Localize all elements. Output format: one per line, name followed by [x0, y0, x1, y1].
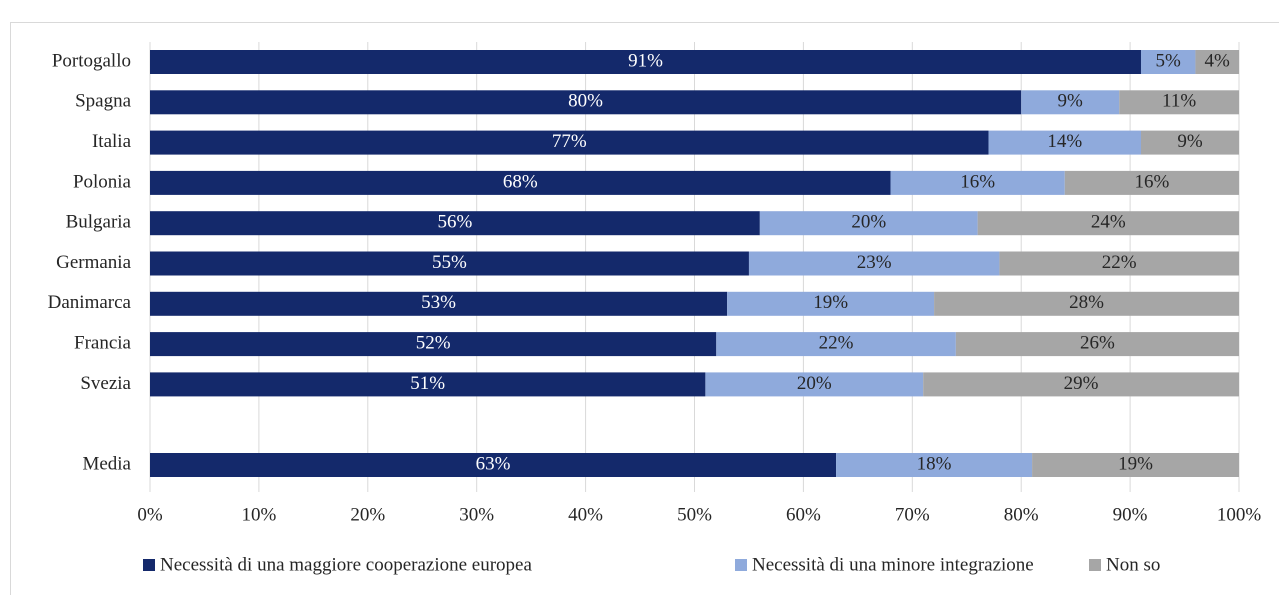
- value-label: 11%: [1162, 91, 1196, 112]
- value-label: 16%: [1134, 171, 1169, 192]
- value-label: 63%: [476, 453, 511, 474]
- value-label: 5%: [1156, 50, 1182, 71]
- value-label: 9%: [1058, 91, 1084, 112]
- value-label: 26%: [1080, 332, 1115, 353]
- x-tick-label: 70%: [895, 504, 930, 525]
- value-label: 4%: [1205, 50, 1231, 71]
- legend-label: Necessità di una minore integrazione: [752, 554, 1034, 575]
- value-label: 53%: [421, 292, 456, 313]
- value-label: 22%: [819, 332, 854, 353]
- value-label: 24%: [1091, 212, 1126, 233]
- x-tick-label: 60%: [786, 504, 821, 525]
- value-label: 28%: [1069, 292, 1104, 313]
- value-label: 29%: [1064, 373, 1099, 394]
- x-tick-label: 40%: [568, 504, 603, 525]
- y-tick-label: Germania: [56, 252, 131, 273]
- value-label: 22%: [1102, 252, 1137, 273]
- x-tick-label: 80%: [1004, 504, 1039, 525]
- x-tick-label: 30%: [459, 504, 494, 525]
- y-tick-label: Francia: [74, 332, 132, 353]
- y-tick-label: Italia: [92, 131, 132, 152]
- legend-swatch: [143, 559, 155, 571]
- x-tick-label: 100%: [1217, 504, 1262, 525]
- legend-label: Necessità di una maggiore cooperazione e…: [160, 554, 532, 575]
- y-tick-label: Polonia: [73, 171, 132, 192]
- value-label: 68%: [503, 171, 538, 192]
- y-tick-label: Portogallo: [52, 50, 131, 71]
- legend-label: Non so: [1106, 554, 1160, 575]
- value-label: 16%: [960, 171, 995, 192]
- legend-swatch: [1089, 559, 1101, 571]
- y-tick-label: Spagna: [75, 91, 132, 112]
- y-tick-label: Svezia: [80, 373, 131, 394]
- value-label: 20%: [851, 212, 886, 233]
- x-tick-label: 50%: [677, 504, 712, 525]
- value-label: 80%: [568, 91, 603, 112]
- y-tick-label: Danimarca: [48, 292, 132, 313]
- value-label: 18%: [917, 453, 952, 474]
- value-label: 19%: [813, 292, 848, 313]
- value-label: 9%: [1177, 131, 1203, 152]
- y-tick-label: Media: [82, 453, 131, 474]
- value-label: 52%: [416, 332, 451, 353]
- value-label: 77%: [552, 131, 587, 152]
- x-tick-label: 20%: [350, 504, 385, 525]
- value-label: 55%: [432, 252, 467, 273]
- value-label: 23%: [857, 252, 892, 273]
- x-tick-label: 0%: [137, 504, 163, 525]
- value-label: 20%: [797, 373, 832, 394]
- x-tick-label: 10%: [241, 504, 276, 525]
- value-label: 19%: [1118, 453, 1153, 474]
- value-label: 14%: [1047, 131, 1082, 152]
- value-label: 51%: [410, 373, 445, 394]
- value-label: 56%: [438, 212, 473, 233]
- y-tick-label: Bulgaria: [66, 212, 132, 233]
- x-tick-label: 90%: [1113, 504, 1148, 525]
- value-label: 91%: [628, 50, 663, 71]
- legend-swatch: [735, 559, 747, 571]
